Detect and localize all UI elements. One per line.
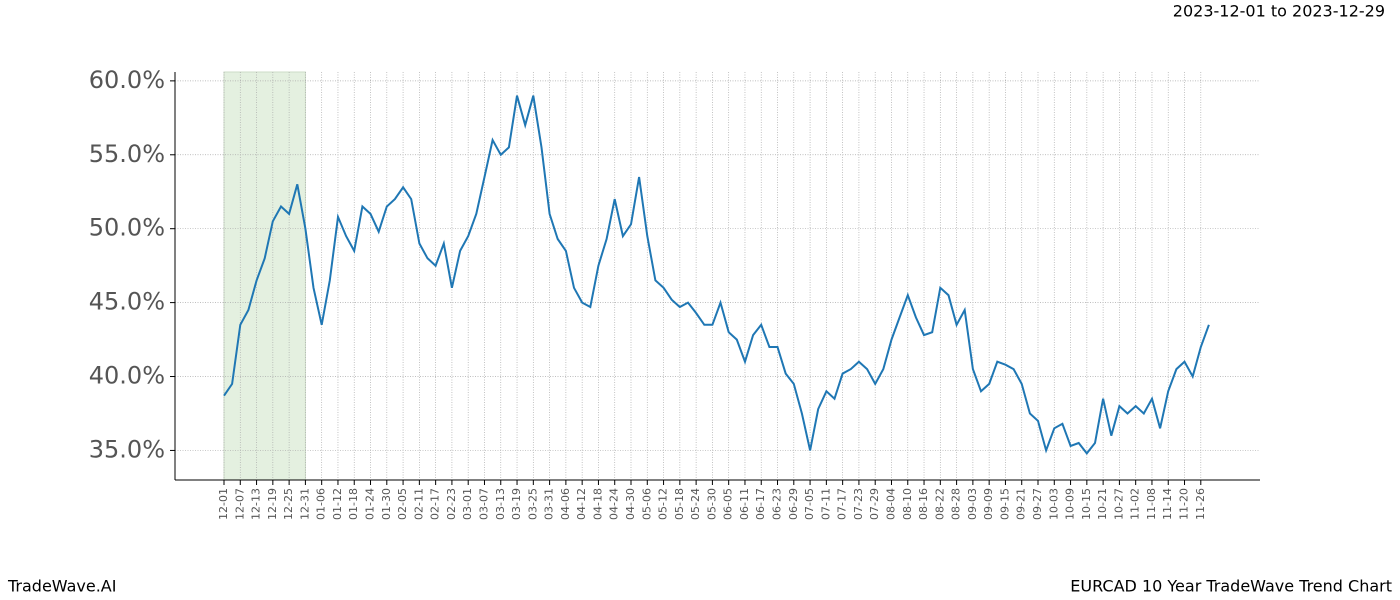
x-tick-label: 09-21 <box>1015 488 1028 520</box>
x-tick-label: 12-19 <box>266 488 279 520</box>
x-tick-label: 12-07 <box>233 488 246 520</box>
y-tick-label: 60.0% <box>89 66 165 94</box>
x-tick-label: 09-03 <box>966 488 979 520</box>
x-tick-label: 05-30 <box>705 488 718 520</box>
x-tick-label: 02-05 <box>396 488 409 520</box>
x-tick-label: 12-01 <box>217 488 230 520</box>
trend-line <box>223 95 1210 456</box>
chart-name: EURCAD 10 Year TradeWave Trend Chart <box>1070 577 1392 596</box>
x-tick-label: 09-09 <box>982 488 995 520</box>
x-tick-label: 06-29 <box>787 488 800 520</box>
x-tick-label: 01-24 <box>364 488 377 520</box>
x-tick-label: 04-18 <box>591 488 604 520</box>
x-tick-label: 01-18 <box>347 488 360 520</box>
brand: TradeWave.AI <box>7 577 116 596</box>
x-tick-label: 10-03 <box>1047 488 1060 520</box>
x-tick-label: 04-12 <box>575 488 588 520</box>
y-tick-label: 35.0% <box>89 435 165 463</box>
x-tick-label: 03-19 <box>510 488 523 520</box>
x-tick-label: 05-24 <box>689 488 702 520</box>
x-tick-label: 05-12 <box>657 488 670 520</box>
x-tick-label: 04-06 <box>559 488 572 520</box>
x-tick-label: 04-30 <box>624 488 637 520</box>
x-tick-label: 07-11 <box>819 488 832 520</box>
x-tick-label: 10-21 <box>1096 488 1109 520</box>
x-tick-label: 01-30 <box>380 488 393 520</box>
x-tick-label: 12-13 <box>250 488 263 520</box>
x-tick-label: 02-23 <box>445 488 458 520</box>
x-tick-label: 09-27 <box>1031 488 1044 520</box>
x-tick-label: 08-04 <box>884 488 897 520</box>
x-tick-label: 10-09 <box>1064 488 1077 520</box>
x-tick-label: 11-02 <box>1129 488 1142 520</box>
x-tick-label: 05-18 <box>673 488 686 520</box>
x-tick-label: 07-29 <box>868 488 881 520</box>
x-tick-label: 07-05 <box>803 488 816 520</box>
x-tick-label: 04-24 <box>608 488 621 520</box>
x-tick-label: 03-25 <box>526 488 539 520</box>
x-tick-label: 06-23 <box>771 488 784 520</box>
y-tick-label: 55.0% <box>89 140 165 168</box>
y-tick-label: 40.0% <box>89 362 165 390</box>
x-tick-label: 10-27 <box>1112 488 1125 520</box>
x-tick-label: 12-31 <box>298 488 311 520</box>
date-range: 2023-12-01 to 2023-12-29 <box>1173 2 1385 21</box>
x-tick-label: 08-16 <box>917 488 930 520</box>
x-tick-label: 06-17 <box>754 488 767 520</box>
x-tick-label: 06-05 <box>722 488 735 520</box>
x-tick-label: 07-17 <box>836 488 849 520</box>
x-tick-label: 08-28 <box>950 488 963 520</box>
x-tick-label: 07-23 <box>852 488 865 520</box>
x-tick-label: 03-07 <box>477 488 490 520</box>
x-tick-label: 11-14 <box>1161 488 1174 520</box>
highlight-band <box>223 71 306 481</box>
x-tick-label: 06-11 <box>738 488 751 520</box>
x-tick-label: 03-13 <box>494 488 507 520</box>
x-tick-label: 02-17 <box>429 488 442 520</box>
x-tick-label: 03-31 <box>543 488 556 520</box>
x-tick-label: 03-01 <box>461 488 474 520</box>
x-tick-label: 11-20 <box>1178 488 1191 520</box>
y-tick-label: 45.0% <box>89 288 165 316</box>
x-tick-label: 09-15 <box>998 488 1011 520</box>
x-tick-label: 02-11 <box>412 488 425 520</box>
x-tick-label: 08-22 <box>933 488 946 520</box>
x-tick-label: 08-10 <box>901 488 914 520</box>
x-tick-label: 12-25 <box>282 488 295 520</box>
x-tick-label: 01-12 <box>331 488 344 520</box>
x-tick-label: 11-26 <box>1194 488 1207 520</box>
y-tick-label: 50.0% <box>89 214 165 242</box>
x-tick-label: 05-06 <box>640 488 653 520</box>
x-tick-label: 10-15 <box>1080 488 1093 520</box>
x-tick-label: 01-06 <box>315 488 328 520</box>
x-tick-label: 11-08 <box>1145 488 1158 520</box>
